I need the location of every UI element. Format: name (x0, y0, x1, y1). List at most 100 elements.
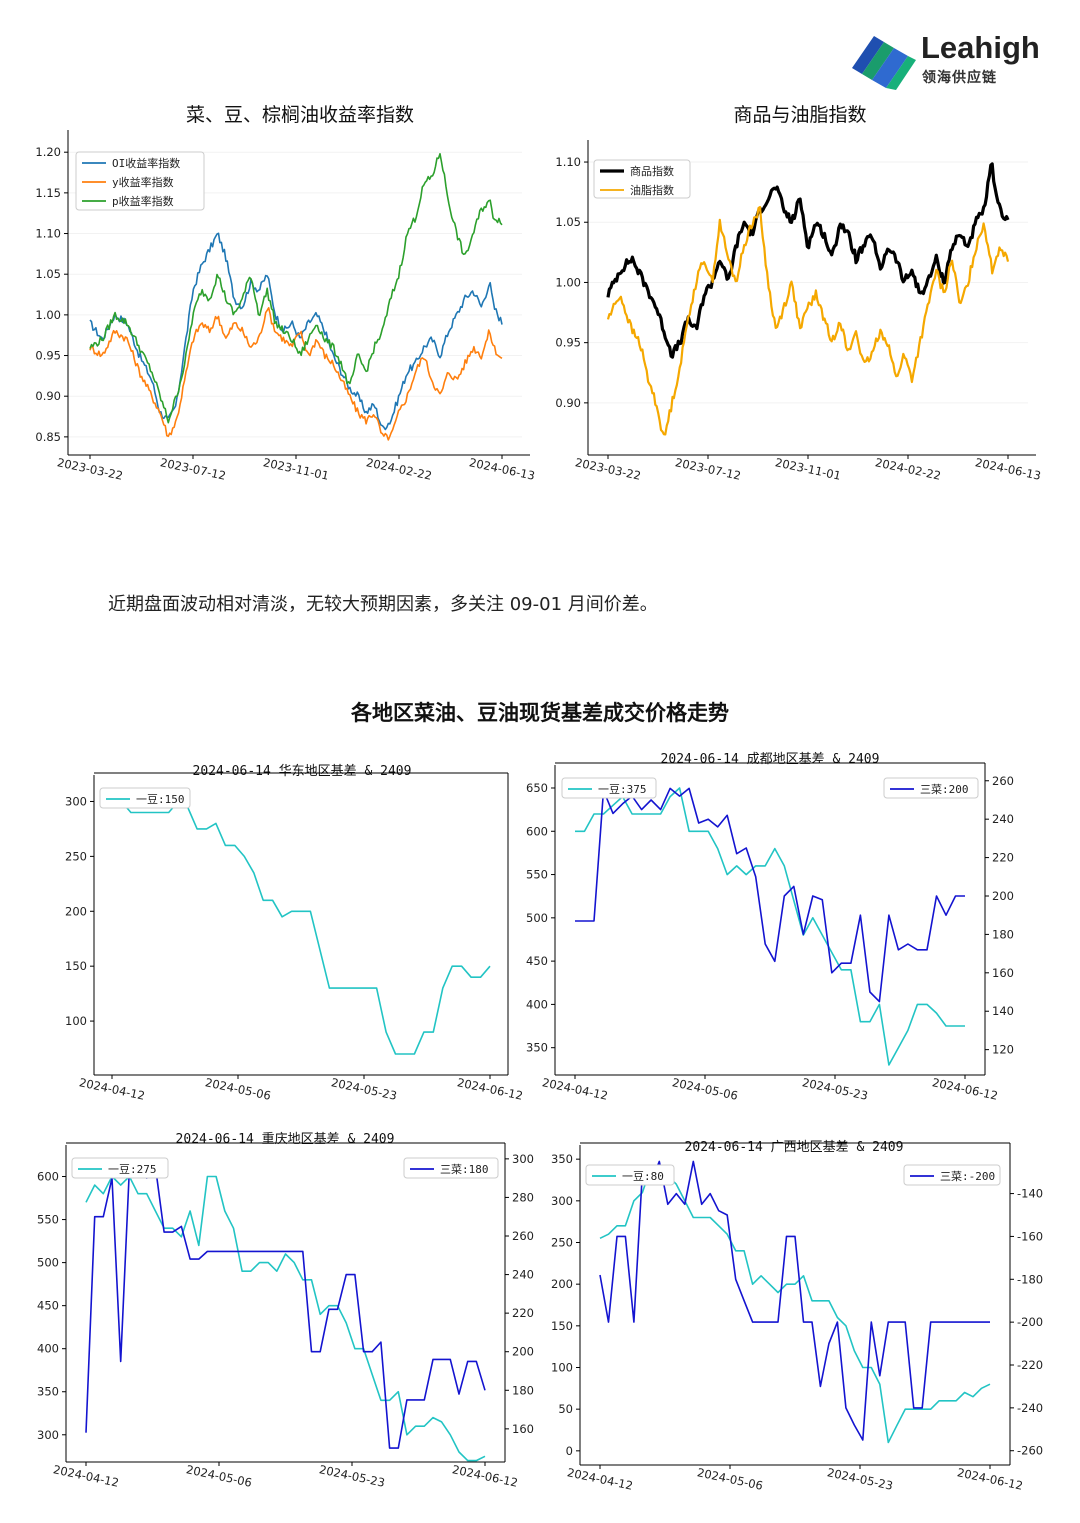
legend-box (883, 777, 979, 799)
x-tick-label: 2024-06-12 (956, 1465, 1024, 1493)
y-tick-label: 150 (65, 959, 87, 973)
commentary-paragraph: 近期盘面波动相对清淡，无较大预期因素，多关注 09-01 月间价差。 (108, 594, 658, 615)
y2-tick-label: 160 (992, 966, 1014, 980)
leahigh-mark-icon (852, 36, 916, 90)
legend-label: 三菜:-200 (940, 1170, 995, 1183)
y2-tick-label: 120 (992, 1043, 1014, 1057)
y-tick-label: 500 (37, 1256, 59, 1270)
section-title: 各地区菜油、豆油现货基差成交价格走势 (351, 701, 729, 725)
y2-tick-label: 180 (512, 1383, 534, 1397)
x-tick-label: 2023-07-12 (159, 455, 227, 483)
y2-tick-label: 200 (992, 889, 1014, 903)
brand-name: Leahigh (921, 30, 1040, 65)
legend-label: 三菜:200 (920, 783, 969, 796)
legend-label: 一豆:80 (622, 1170, 664, 1183)
y-tick-label: 600 (526, 824, 548, 838)
y-tick-label: 0.95 (35, 349, 61, 363)
legend-box (561, 777, 657, 799)
x-tick-label: 2024-06-12 (456, 1075, 524, 1103)
y-tick-label: 0.90 (555, 396, 581, 410)
x-tick-label: 2024-02-22 (365, 455, 433, 483)
x-tick-label: 2024-06-13 (974, 455, 1042, 483)
y-tick-label: 200 (551, 1277, 573, 1291)
y-tick-label: 250 (551, 1236, 573, 1250)
y-tick-label: 100 (65, 1014, 87, 1028)
legend-box (403, 1157, 499, 1179)
y-tick-label: 600 (37, 1170, 59, 1184)
legend: 一豆:150 (99, 787, 191, 809)
y-tick-label: 350 (551, 1152, 573, 1166)
legend-label: 商品指数 (630, 164, 674, 178)
legend-label: 一豆:275 (108, 1163, 157, 1176)
series-line (599, 1166, 991, 1444)
x-tick-label: 2024-05-06 (185, 1462, 253, 1490)
x-tick-label: 2024-05-06 (204, 1075, 272, 1103)
y-tick-label: 550 (37, 1213, 59, 1227)
legend-label: 一豆:150 (136, 793, 185, 806)
series-line (89, 153, 503, 424)
x-tick-label: 2023-03-22 (56, 455, 124, 483)
y-tick-label: 400 (37, 1342, 59, 1356)
legend-box (75, 151, 205, 211)
y-tick-label: 150 (551, 1319, 573, 1333)
y-tick-label: 0.85 (35, 430, 61, 444)
chart-subtitle: 2024-06-14 广西地区基差 & 2409 (685, 1140, 904, 1155)
y2-tick-label: 180 (992, 927, 1014, 941)
x-tick-label: 2024-04-12 (52, 1462, 120, 1490)
y2-tick-label: 240 (512, 1268, 534, 1282)
legend-label: OI收益率指数 (112, 156, 180, 170)
y-tick-label: 100 (551, 1361, 573, 1375)
x-tick-label: 2024-05-06 (671, 1075, 739, 1103)
y-tick-label: 300 (551, 1194, 573, 1208)
legend: 一豆:375 (561, 777, 657, 799)
series-line (89, 306, 503, 441)
y-tick-label: 1.15 (35, 186, 61, 200)
chart-subtitle: 2024-06-14 华东地区基差 & 2409 (193, 764, 412, 779)
y-tick-label: 1.05 (35, 267, 61, 281)
series-line (575, 787, 965, 1003)
y2-tick-label: 280 (512, 1190, 534, 1204)
series-line (606, 205, 1010, 436)
x-tick-label: 2024-04-12 (566, 1465, 634, 1493)
legend-box (585, 1164, 675, 1186)
y-tick-label: 0.95 (555, 336, 581, 350)
chart-6: 2024-06-14 广西地区基差 & 2409 0 50 100 150 200 250 3… (551, 1140, 1043, 1493)
y2-tick-label: 220 (992, 851, 1014, 865)
x-tick-label: 2023-07-12 (674, 455, 742, 483)
y-tick-label: 200 (65, 904, 87, 918)
x-tick-label: 2024-06-12 (451, 1462, 519, 1490)
y2-tick-label: -200 (1017, 1315, 1043, 1329)
y2-tick-label: 160 (512, 1422, 534, 1436)
chart-5: 2024-06-14 重庆地区基差 & 2409 300 350 400 450 500 5… (37, 1131, 534, 1490)
y-tick-label: 500 (526, 911, 548, 925)
y-tick-label: 550 (526, 868, 548, 882)
y-tick-label: 1.10 (35, 227, 61, 241)
x-tick-label: 2024-05-23 (801, 1075, 869, 1103)
y2-tick-label: 300 (512, 1152, 534, 1166)
legend: 一豆:80 (585, 1164, 675, 1186)
x-tick-label: 2024-06-12 (931, 1075, 999, 1103)
y2-tick-label: 220 (512, 1306, 534, 1320)
y2-tick-label: 140 (992, 1004, 1014, 1018)
x-tick-label: 2024-04-12 (541, 1075, 609, 1103)
x-tick-label: 2024-02-22 (874, 455, 942, 483)
x-tick-label: 2023-11-01 (774, 455, 842, 483)
chart-title-yield-index: 菜、豆、棕榈油收益率指数 (185, 104, 414, 126)
y2-tick-label: 260 (512, 1229, 534, 1243)
legend-label: y收益率指数 (112, 175, 174, 189)
chart-subtitle: 2024-06-14 重庆地区基差 & 2409 (176, 1131, 395, 1147)
legend-label: p收益率指数 (112, 194, 174, 208)
brand-subtitle: 领海供应链 (922, 70, 997, 86)
series-line (599, 1160, 990, 1441)
series-line (85, 1175, 486, 1462)
x-tick-label: 2024-05-23 (826, 1465, 894, 1493)
y-tick-label: 0.90 (35, 389, 61, 403)
y-tick-label: 0 (566, 1444, 573, 1458)
y2-tick-label: -240 (1017, 1401, 1043, 1415)
y-tick-label: 1.00 (555, 275, 581, 289)
y-tick-label: 1.20 (35, 145, 61, 159)
y-tick-label: 650 (526, 781, 548, 795)
x-tick-label: 2024-04-12 (78, 1075, 146, 1103)
